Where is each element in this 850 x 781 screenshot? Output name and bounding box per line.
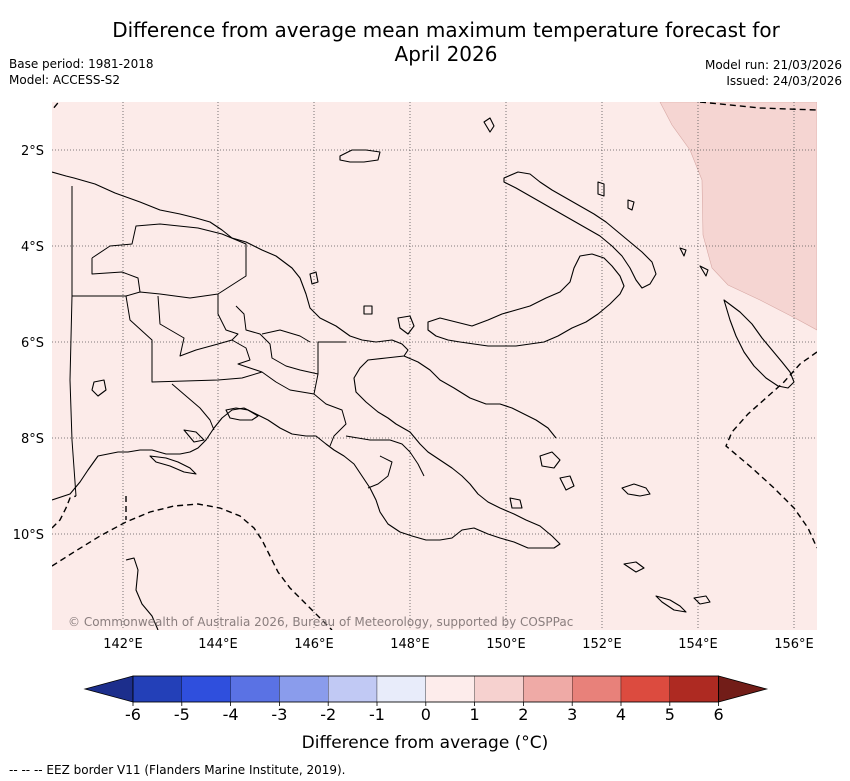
- eez-north-east: [699, 102, 817, 111]
- dentrecasteaux-islands: [509, 451, 575, 509]
- colorbar-tick-label: -1: [369, 705, 385, 724]
- colorbar-bin: [474, 675, 524, 703]
- colorbar-tick-label: -2: [320, 705, 336, 724]
- lon-label: 146°E: [294, 637, 334, 652]
- highlands-inner-1: [217, 294, 239, 341]
- colorbar-bin: [572, 675, 622, 703]
- central-highlands: [261, 329, 311, 343]
- map-area: [52, 102, 817, 630]
- colorbar-bin: [181, 675, 231, 703]
- colorbar-bin: [328, 675, 378, 703]
- small-islands: [309, 117, 709, 335]
- manus-coastline: [339, 149, 381, 163]
- colorbar-tick-label: 3: [567, 705, 577, 724]
- copyright-text: © Commonwealth of Australia 2026, Bureau…: [68, 615, 573, 629]
- morobe-central-border: [345, 435, 425, 477]
- boundaries: [69, 186, 425, 497]
- louisiade-islands: [621, 483, 711, 613]
- colorbar-tick-label: 5: [665, 705, 675, 724]
- latitude-labels: 2°S 4°S 6°S 8°S 10°S: [13, 144, 44, 543]
- bougainville-coastline: [723, 299, 795, 389]
- new-britain-coastline: [427, 253, 625, 347]
- huon-peninsula-coast: [403, 355, 557, 439]
- northern-milne-border: [367, 455, 393, 489]
- lat-label: 8°S: [21, 432, 44, 447]
- title-line-1: Difference from average mean maximum tem…: [112, 18, 780, 42]
- colorbar-tick-label: -3: [271, 705, 287, 724]
- sandaun-east-sepik-border: [72, 223, 247, 299]
- colorbar-tick-label: 6: [714, 705, 724, 724]
- lon-label: 156°E: [774, 637, 814, 652]
- lon-label: 148°E: [390, 637, 430, 652]
- eez-east: [725, 351, 817, 549]
- eez-south: [52, 503, 333, 630]
- colorbar-bin: [376, 675, 426, 703]
- inland-lake: [91, 379, 107, 397]
- warm-anomaly-region: [659, 102, 817, 331]
- colorbar-extend-high: [718, 675, 769, 703]
- longitude-labels: 142°E 144°E 146°E 148°E 150°E 152°E 154°…: [103, 637, 814, 652]
- colorbar-bin: [669, 675, 719, 703]
- colorbar-bin: [132, 675, 182, 703]
- eez-legend-note: -- -- -- EEZ border V11 (Flanders Marine…: [9, 763, 346, 777]
- colorbar-extend-low: [83, 675, 134, 703]
- lat-label: 6°S: [21, 336, 44, 351]
- colorbar: [83, 675, 769, 703]
- colorbar-tick-label: -4: [223, 705, 239, 724]
- lat-label: 4°S: [21, 240, 44, 255]
- gridlines: [52, 102, 817, 630]
- highlands-inner-2: [235, 305, 319, 375]
- new-guinea-coastline: [52, 171, 561, 549]
- western-gulf-border: [171, 383, 215, 431]
- model-run-text: Model run: 21/03/2026: [704, 58, 842, 72]
- colorbar-tick-label: 4: [616, 705, 626, 724]
- coastlines: [52, 117, 795, 630]
- base-period-text: Base period: 1981-2018: [9, 57, 154, 71]
- colorbar-title: Difference from average (°C): [301, 733, 549, 753]
- issued-text: Issued: 24/03/2026: [726, 74, 842, 88]
- colorbar-tick-label: 2: [518, 705, 528, 724]
- meta-left: Base period: 1981-2018 Model: ACCESS-S2: [9, 56, 154, 88]
- colorbar-bin: [230, 675, 280, 703]
- title-line-2: April 2026: [394, 42, 498, 66]
- lon-label: 150°E: [486, 637, 526, 652]
- colorbar-bin: [425, 675, 475, 703]
- eez-borders: [52, 102, 817, 630]
- lon-label: 144°E: [198, 637, 238, 652]
- gulf-central-border: [313, 393, 347, 447]
- meta-right: Model run: 21/03/2026 Issued: 24/03/2026: [705, 57, 842, 89]
- enga-southern-highlands: [157, 295, 263, 373]
- colorbar-tick-label: 1: [470, 705, 480, 724]
- map-title: Difference from average mean maximum tem…: [60, 18, 832, 66]
- colorbar-tick-label: 0: [421, 705, 431, 724]
- lon-label: 152°E: [582, 637, 622, 652]
- new-ireland-coastline: [503, 171, 657, 289]
- eez-west-south: [52, 495, 77, 529]
- lat-label: 2°S: [21, 144, 44, 159]
- lat-label: 10°S: [13, 528, 44, 543]
- colorbar-bin: [279, 675, 329, 703]
- western-province-north: [91, 258, 141, 293]
- colorbar-bin: [523, 675, 573, 703]
- lon-label: 142°E: [103, 637, 143, 652]
- lon-label: 154°E: [678, 637, 718, 652]
- fly-delta-islands: [149, 407, 259, 475]
- colorbar-tick-label: -6: [125, 705, 141, 724]
- png-indonesia-border: [69, 186, 77, 497]
- colorbar-tick-label: -5: [174, 705, 190, 724]
- colorbar-ticks: -6 -5 -4 -3 -2 -1 0 1 2 3 4 5 6: [125, 702, 724, 724]
- colorbar-bin: [620, 675, 670, 703]
- cape-york-coast: [125, 557, 159, 630]
- model-text: Model: ACCESS-S2: [9, 73, 121, 87]
